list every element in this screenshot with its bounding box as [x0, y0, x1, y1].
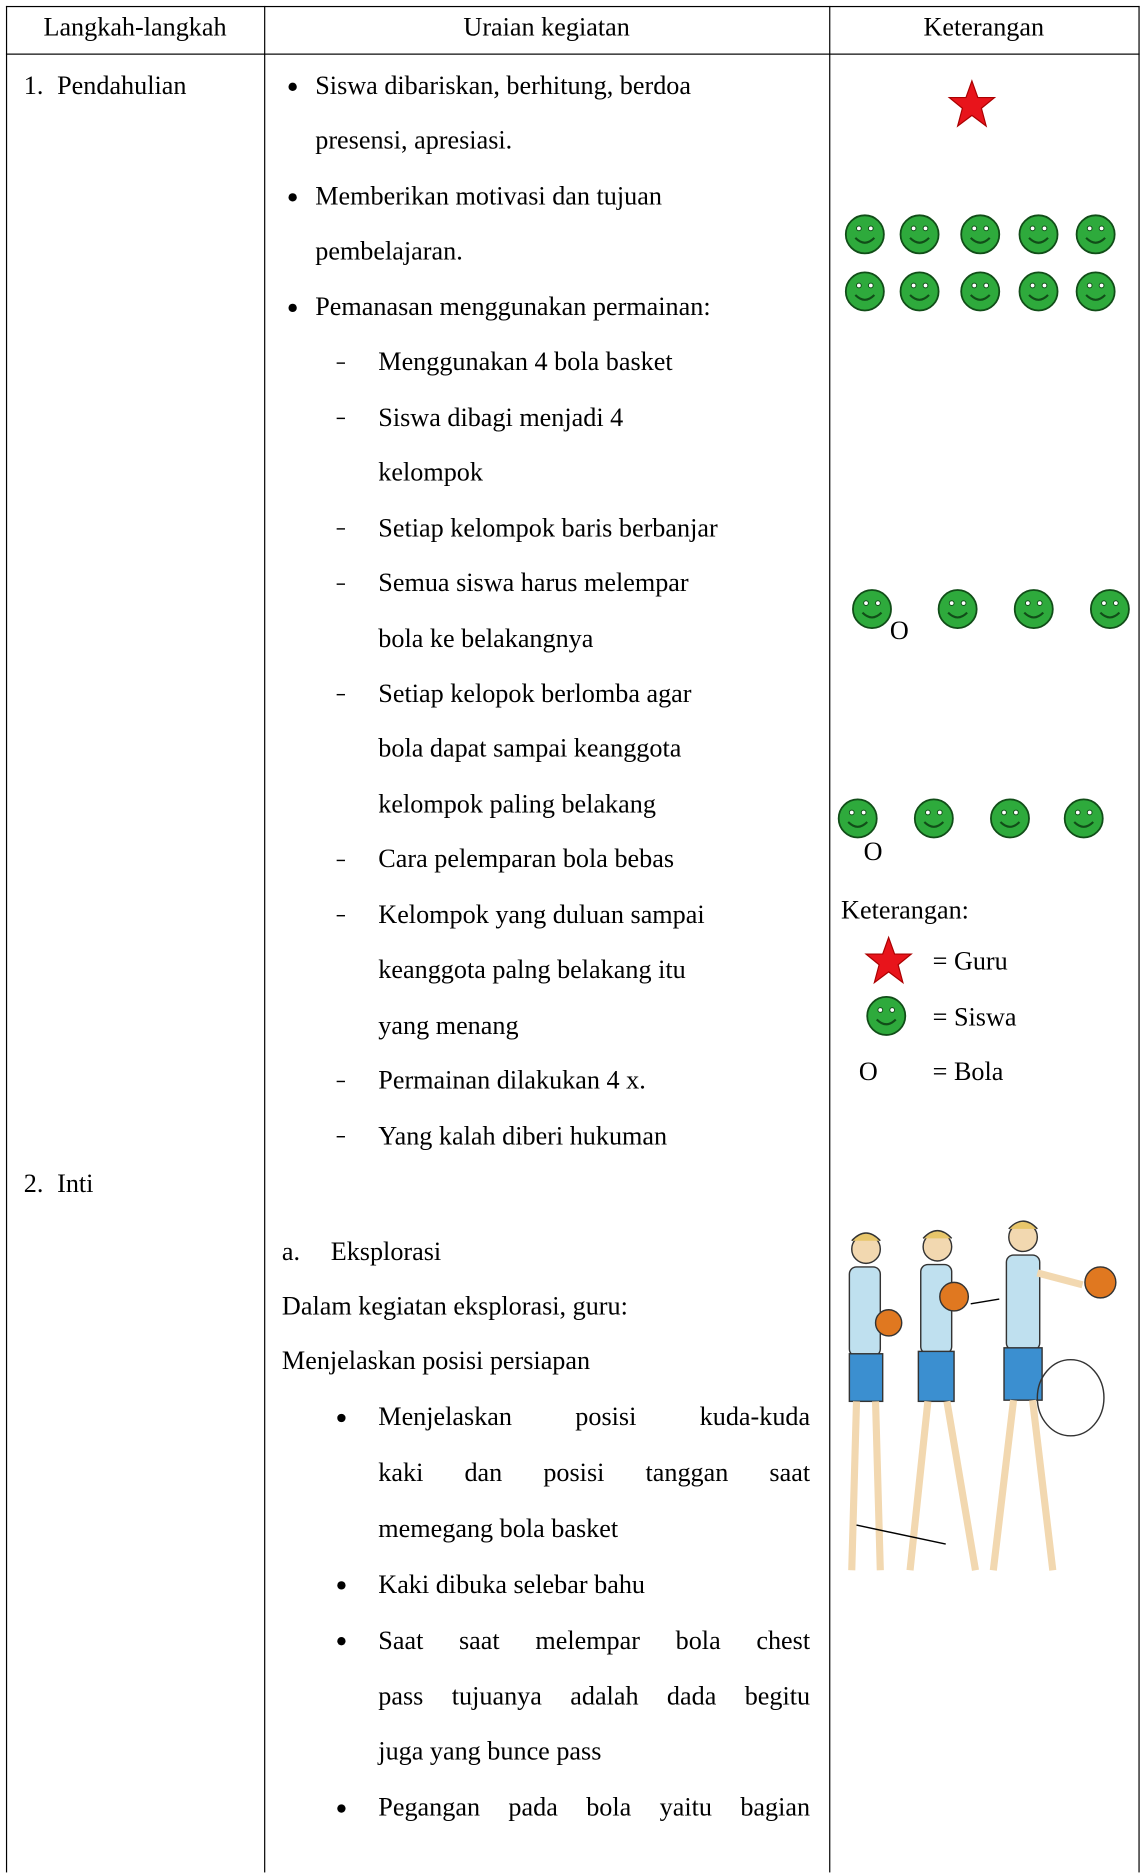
- bullet: [337, 1581, 346, 1590]
- rule-text: Siswa dibagi menjadi 4: [378, 401, 624, 432]
- legend-symbol: O: [858, 1056, 878, 1087]
- section-title: Eksplorasi: [330, 1235, 442, 1266]
- intro-text: Menjelaskan posisi persiapan: [281, 1345, 591, 1376]
- step-number: 2.: [23, 1168, 44, 1198]
- legend-title: Keterangan:: [841, 894, 969, 925]
- bullet: [288, 82, 297, 92]
- rule-text: Kelompok yang duluan sampai: [378, 899, 705, 929]
- bullet: [337, 1804, 346, 1813]
- rule-text: Yang kalah diberi hukuman: [378, 1120, 668, 1150]
- rule-text: bola ke belakangnya: [378, 622, 594, 653]
- ball-mark: O: [863, 836, 883, 867]
- bullet: [288, 193, 297, 202]
- chest-pass-illustration: [848, 1220, 1117, 1571]
- bullet: [337, 1637, 346, 1646]
- rule-text: Setiap kelopok berlomba agar: [378, 677, 692, 708]
- rule-text: kelompok: [378, 456, 483, 487]
- legend-text: = Guru: [932, 945, 1008, 976]
- rule-text: keanggota palng belakang itu: [378, 954, 686, 985]
- point-text: Pegangan pada bola yaitu bagian: [378, 1791, 811, 1822]
- bullet-text: Memberikan motivasi dan tujuan: [315, 180, 662, 211]
- table-border: [829, 5, 831, 1873]
- bullet-text: pembelajaran.: [315, 235, 463, 266]
- point-text: juga yang bunce pass: [378, 1736, 602, 1766]
- star-icon: [948, 80, 996, 127]
- rule-text: Menggunakan 4 bola basket: [378, 346, 673, 377]
- table-border: [5, 53, 1140, 55]
- table-border: [264, 5, 266, 1873]
- bullet-text: Siswa dibariskan, berhitung, berdoa: [315, 70, 692, 100]
- step-number: 1.: [23, 70, 44, 100]
- header-cell: Langkah-langkah: [43, 11, 227, 42]
- legend-star: [865, 936, 912, 984]
- table-border: [5, 5, 1140, 8]
- legend-smile: [866, 995, 907, 1037]
- rule-text: Permainan dilakukan 4 x.: [378, 1064, 646, 1095]
- point-text: Menjelaskan posisi kuda-kuda: [378, 1401, 811, 1432]
- table-border: [1138, 5, 1140, 1873]
- rule-text: Semua siswa harus melempar: [378, 567, 689, 598]
- step-label: Inti: [57, 1168, 94, 1198]
- header-cell: Uraian kegiatan: [463, 11, 630, 42]
- bullet: [337, 1413, 346, 1423]
- step-label: Pendahulian: [57, 70, 187, 100]
- intro-text: Dalam kegiatan eksplorasi, guru:: [281, 1290, 628, 1321]
- point-text: kaki dan posisi tanggan saat: [378, 1457, 811, 1487]
- point-text: memegang bola basket: [378, 1512, 619, 1543]
- rule-text: Setiap kelompok baris berbanjar: [378, 512, 718, 542]
- point-text: pass tujuanya adalah dada begitu: [378, 1680, 811, 1711]
- rule-text: yang menang: [378, 1009, 519, 1040]
- rule-text: bola dapat sampai keanggota: [378, 733, 682, 763]
- rule-text: Cara pelemparan bola bebas: [378, 843, 675, 874]
- point-text: Kaki dibuka selebar bahu: [378, 1568, 646, 1599]
- ball-mark: O: [889, 615, 909, 645]
- bullet: [288, 303, 297, 313]
- section-letter: a.: [281, 1235, 301, 1266]
- table-border: [5, 5, 8, 1873]
- point-text: Saat saat melempar bola chest: [378, 1624, 811, 1655]
- legend-text: = Bola: [932, 1056, 1004, 1087]
- bullet-text: presensi, apresiasi.: [315, 125, 513, 156]
- bullet-text: Pemanasan menggunakan permainan:: [315, 291, 711, 321]
- rule-text: kelompok paling belakang: [378, 788, 656, 819]
- legend-text: = Siswa: [932, 1001, 1017, 1032]
- student-icons: [837, 214, 1131, 839]
- header-cell: Keterangan: [923, 11, 1045, 42]
